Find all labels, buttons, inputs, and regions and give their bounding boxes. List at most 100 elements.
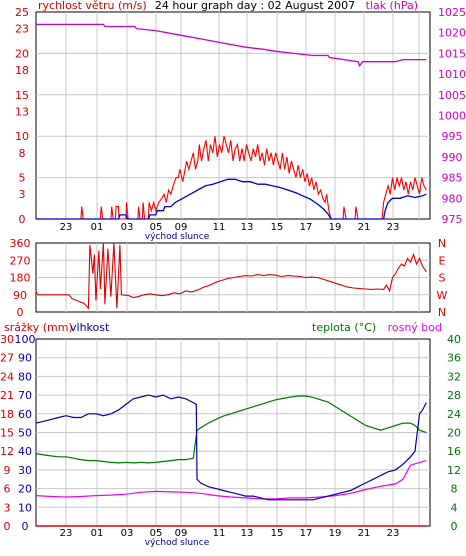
x-tick-label-bottom: 19 bbox=[329, 528, 342, 539]
temperature-tick-label: 12 bbox=[447, 464, 461, 477]
temperature-tick-label: 4 bbox=[451, 501, 458, 514]
rain-tick-label: 18 bbox=[0, 408, 14, 421]
temperature-tick-label: 36 bbox=[447, 352, 461, 365]
pressure-tick-label: 1025 bbox=[438, 6, 466, 19]
pressure-axis-label: tlak (hPa) bbox=[366, 0, 418, 12]
temperature-tick-label: 16 bbox=[447, 445, 461, 458]
humidity-tick-label: 0 bbox=[22, 520, 29, 533]
pressure-line bbox=[36, 23, 427, 68]
x-tick-label-top: 01 bbox=[91, 222, 104, 233]
rain-tick-label: 30 bbox=[0, 333, 14, 346]
x-tick-label-bottom: 17 bbox=[300, 528, 313, 539]
wind-speed-axis-label: rychlost větru (m/s) bbox=[38, 0, 147, 12]
direction-tick-label: 180 bbox=[10, 272, 31, 285]
direction-tick-label: 360 bbox=[10, 237, 31, 250]
humidity-axis-label: vlhkost bbox=[70, 321, 110, 334]
humidity-tick-label: 20 bbox=[18, 483, 32, 496]
wind-speed-tick-label: 23 bbox=[15, 23, 29, 36]
humidity-tick-label: 80 bbox=[18, 370, 32, 383]
wind-speed-tick-label: 25 bbox=[15, 6, 29, 19]
temperature-tick-label: 20 bbox=[447, 427, 461, 440]
x-tick-label-top: 11 bbox=[213, 222, 226, 233]
wind-speed-tick-label: 13 bbox=[15, 105, 29, 118]
rain-tick-label: 0 bbox=[4, 520, 11, 533]
wind-speed-tick-label: 18 bbox=[15, 64, 29, 77]
x-tick-label-bottom: 15 bbox=[271, 528, 284, 539]
temperature-tick-label: 28 bbox=[447, 389, 461, 402]
wind-average-line bbox=[36, 178, 427, 220]
dew-point-line bbox=[35, 460, 427, 500]
x-tick-label-top: 19 bbox=[329, 222, 342, 233]
top-panel-frame bbox=[35, 11, 431, 220]
x-tick-label-top: 05 bbox=[150, 222, 163, 233]
rain-tick-label: 12 bbox=[0, 445, 14, 458]
humidity-line bbox=[35, 394, 427, 501]
pressure-tick-label: 1015 bbox=[438, 47, 466, 60]
x-tick-label-bottom: 09 bbox=[175, 528, 188, 539]
pressure-tick-label: 980 bbox=[442, 192, 463, 205]
pressure-tick-label: 995 bbox=[442, 130, 463, 143]
rain-tick-label: 21 bbox=[0, 389, 14, 402]
pressure-tick-label: 975 bbox=[442, 213, 463, 226]
temperature-tick-label: 0 bbox=[451, 520, 458, 533]
temperature-line bbox=[35, 395, 427, 464]
humidity-tick-label: 10 bbox=[18, 501, 32, 514]
compass-tick-label: N bbox=[438, 237, 446, 250]
wind-speed-tick-label: 8 bbox=[19, 147, 26, 160]
humidity-tick-label: 40 bbox=[18, 445, 32, 458]
humidity-tick-label: 70 bbox=[18, 389, 32, 402]
direction-tick-label: 270 bbox=[10, 254, 31, 267]
x-tick-label-top: 13 bbox=[241, 222, 254, 233]
direction-tick-label: 0 bbox=[17, 306, 24, 319]
wind-speed-tick-label: 15 bbox=[15, 89, 29, 102]
wind-speed-tick-label: 20 bbox=[15, 47, 29, 60]
x-tick-label-bottom: 13 bbox=[241, 528, 254, 539]
temperature-tick-label: 24 bbox=[447, 408, 461, 421]
humidity-tick-label: 50 bbox=[18, 427, 32, 440]
x-tick-label-bottom: 11 bbox=[213, 528, 226, 539]
x-tick-label-top: 03 bbox=[121, 222, 134, 233]
rain-tick-label: 24 bbox=[0, 370, 14, 383]
x-tick-label-bottom: 05 bbox=[150, 528, 163, 539]
humidity-tick-label: 100 bbox=[15, 333, 36, 346]
x-tick-label-top: 21 bbox=[358, 222, 371, 233]
rain-tick-label: 9 bbox=[4, 464, 11, 477]
x-tick-label-bottom: 23 bbox=[60, 528, 73, 539]
pressure-tick-label: 1010 bbox=[438, 68, 466, 81]
x-tick-label-top: 23 bbox=[387, 222, 400, 233]
direction-tick-label: 90 bbox=[13, 289, 27, 302]
pressure-tick-label: 1005 bbox=[438, 89, 466, 102]
x-tick-label-bottom: 23 bbox=[387, 528, 400, 539]
sunrise-label-top: východ slunce bbox=[145, 232, 210, 242]
wind-speed-tick-label: 3 bbox=[19, 188, 26, 201]
x-tick-label-top: 23 bbox=[60, 222, 73, 233]
x-tick-label-top: 09 bbox=[175, 222, 188, 233]
humidity-tick-label: 90 bbox=[18, 352, 32, 365]
compass-tick-label: S bbox=[439, 272, 446, 285]
temperature-axis-label: teplota (°C) bbox=[312, 321, 376, 334]
rain-tick-label: 6 bbox=[4, 483, 11, 496]
rain-tick-label: 27 bbox=[0, 352, 14, 365]
sunrise-label-bottom: východ slunce bbox=[145, 538, 210, 548]
rain-axis-label: srážky (mm) bbox=[4, 321, 73, 334]
x-tick-label-bottom: 01 bbox=[91, 528, 104, 539]
compass-tick-label: W bbox=[437, 289, 448, 302]
pressure-tick-label: 1020 bbox=[438, 27, 466, 40]
wind-speed-tick-label: 5 bbox=[19, 172, 26, 185]
wind-speed-tick-label: 10 bbox=[15, 130, 29, 143]
pressure-tick-label: 1000 bbox=[438, 110, 466, 123]
x-tick-label-bottom: 21 bbox=[358, 528, 371, 539]
rain-tick-label: 3 bbox=[4, 501, 11, 514]
humidity-tick-label: 30 bbox=[18, 464, 32, 477]
x-tick-label-bottom: 03 bbox=[121, 528, 134, 539]
wind-speed-tick-label: 0 bbox=[19, 213, 26, 226]
temperature-tick-label: 32 bbox=[447, 370, 461, 383]
pressure-tick-label: 990 bbox=[442, 151, 463, 164]
compass-tick-label: E bbox=[439, 254, 446, 267]
chart-title: 24 hour graph day : 02 August 2007 bbox=[155, 0, 355, 12]
x-tick-label-top: 15 bbox=[271, 222, 284, 233]
temperature-tick-label: 8 bbox=[451, 483, 458, 496]
x-tick-label-top: 17 bbox=[300, 222, 313, 233]
compass-tick-label: N bbox=[438, 306, 446, 319]
